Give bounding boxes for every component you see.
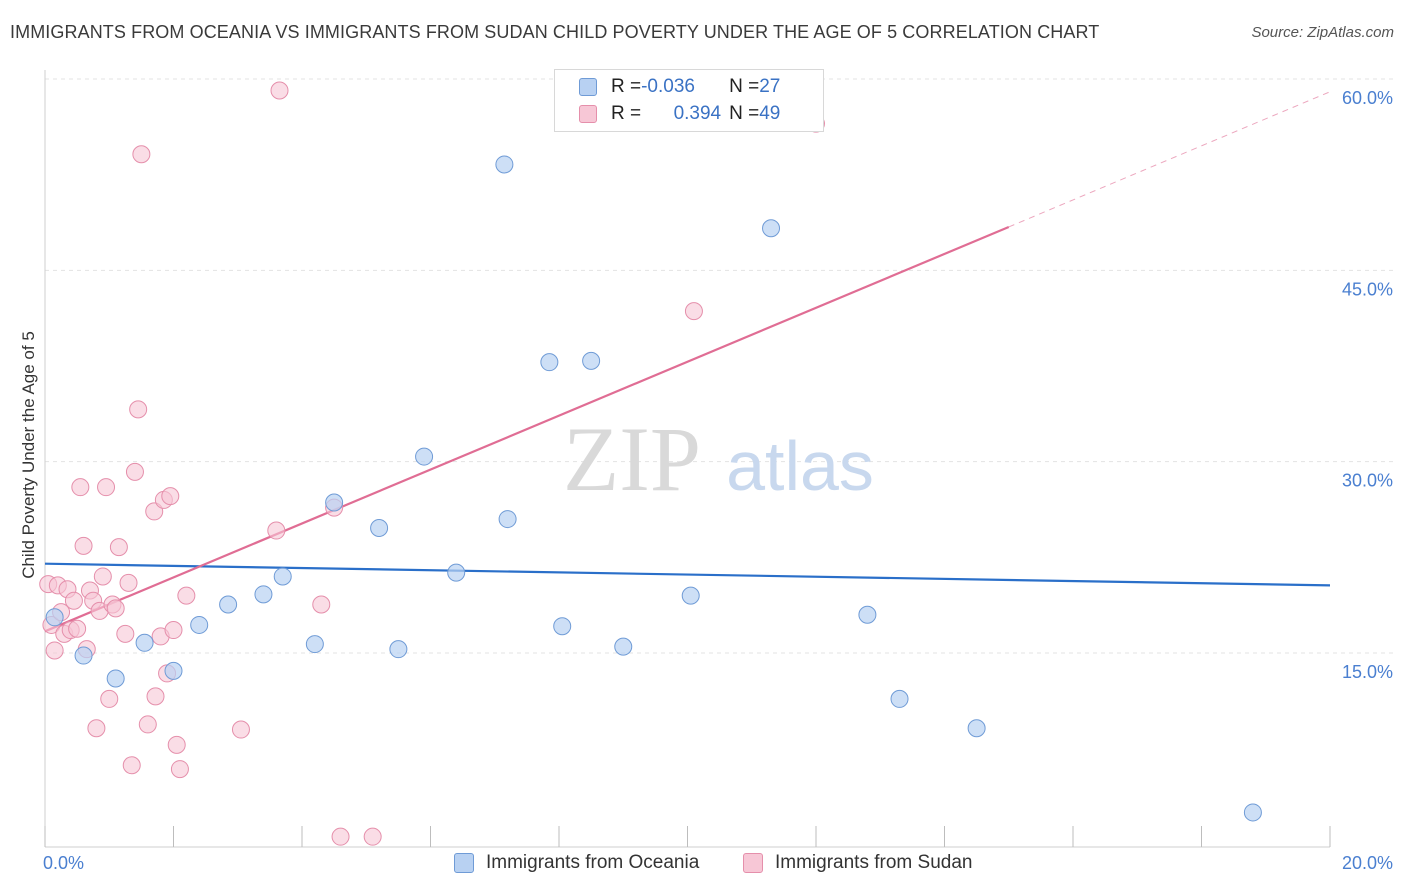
point-oceania [498, 510, 517, 529]
point-sudan [87, 719, 106, 738]
point-sudan [161, 487, 180, 506]
point-sudan [45, 641, 64, 660]
point-oceania [45, 608, 64, 627]
point-oceania [135, 633, 154, 652]
point-sudan [167, 735, 186, 754]
point-oceania [614, 637, 633, 656]
legend-n-label: N = [729, 103, 760, 124]
series-name-sudan: Immigrants from Sudan [775, 852, 973, 873]
point-sudan [68, 619, 87, 638]
point-oceania [495, 155, 514, 174]
point-oceania [553, 617, 572, 636]
point-oceania [681, 586, 700, 605]
point-sudan [100, 689, 119, 708]
legend-swatch-oceania [579, 78, 597, 96]
point-oceania [582, 351, 601, 370]
legend-row-oceania: R = -0.036 N = 27 [579, 74, 780, 100]
point-oceania [273, 567, 292, 586]
legend-r-label: R = [611, 103, 642, 124]
point-oceania [540, 353, 559, 372]
y-tick-label: 15.0% [1342, 662, 1393, 682]
source-credit: Source: ZipAtlas.com [1251, 24, 1394, 41]
point-sudan [109, 538, 128, 557]
point-oceania [415, 447, 434, 466]
point-oceania [164, 661, 183, 680]
point-oceania [762, 219, 781, 238]
point-sudan [93, 567, 112, 586]
point-sudan [116, 624, 135, 643]
point-oceania [1243, 803, 1262, 822]
point-oceania [219, 595, 238, 614]
point-sudan [146, 687, 165, 706]
tick-labels: 15.0% 30.0% 45.0% 60.0% 0.0% 20.0% [43, 88, 1393, 873]
trend-line-oceania [44, 562, 1331, 587]
chart-title: IMMIGRANTS FROM OCEANIA VS IMMIGRANTS FR… [10, 22, 1100, 42]
point-sudan [129, 400, 148, 419]
watermark: ZIP atlas [563, 408, 874, 510]
legend-swatch-sudan [579, 105, 597, 123]
point-oceania [447, 563, 466, 582]
point-sudan [97, 478, 116, 497]
point-oceania [389, 640, 408, 659]
point-sudan [267, 521, 286, 540]
point-sudan [138, 715, 157, 734]
point-sudan [64, 591, 83, 610]
point-sudan [125, 462, 144, 481]
series-swatch-sudan [743, 853, 763, 873]
point-oceania [967, 719, 986, 738]
point-sudan [312, 595, 331, 614]
legend-r-value-oceania: -0.036 [641, 76, 695, 97]
legend-n-label: N = [729, 76, 760, 97]
point-sudan [164, 621, 183, 640]
point-oceania [254, 585, 273, 604]
point-oceania [858, 605, 877, 624]
point-sudan [331, 827, 350, 846]
point-sudan [363, 827, 382, 846]
point-oceania [74, 646, 93, 665]
series-legend: Immigrants from Oceania Immigrants from … [0, 852, 1406, 878]
legend-n-value-oceania: 27 [759, 76, 781, 97]
point-sudan [170, 760, 189, 779]
legend-r-value-sudan: 0.394 [673, 103, 722, 124]
point-sudan [177, 586, 196, 605]
trend-lines [44, 91, 1331, 633]
watermark-atlas: atlas [726, 427, 874, 505]
series-legend-sudan: Immigrants from Sudan [743, 852, 972, 874]
y-tick-label: 30.0% [1342, 471, 1393, 491]
data-points [39, 81, 1262, 846]
x-tick-label: 0.0% [43, 853, 84, 873]
trend-line-sudan-extension [1008, 91, 1331, 228]
point-sudan [231, 720, 250, 739]
point-oceania [190, 615, 209, 634]
point-oceania [370, 518, 389, 537]
y-tick-label: 60.0% [1342, 88, 1393, 108]
point-sudan [145, 502, 164, 521]
point-oceania [106, 669, 125, 688]
legend-r-label: R = [611, 76, 642, 97]
point-sudan [119, 573, 138, 592]
point-sudan [684, 302, 703, 321]
series-name-oceania: Immigrants from Oceania [486, 852, 700, 873]
point-sudan [270, 81, 289, 100]
point-sudan [106, 599, 125, 618]
series-swatch-oceania [454, 853, 474, 873]
series-legend-oceania: Immigrants from Oceania [454, 852, 699, 874]
point-sudan [71, 478, 90, 497]
legend: R = -0.036 N = 27 R = 0.394 N = 49 [554, 69, 824, 132]
y-axis-label: Child Poverty Under the Age of 5 [19, 331, 38, 579]
y-tick-label: 45.0% [1342, 279, 1393, 299]
point-sudan [74, 536, 93, 555]
legend-row-sudan: R = 0.394 N = 49 [579, 101, 780, 127]
legend-n-value-sudan: 49 [759, 103, 781, 124]
trend-line-sudan [44, 225, 1010, 633]
watermark-zip: ZIP [563, 408, 701, 510]
point-oceania [325, 493, 344, 512]
axes [44, 70, 1331, 848]
x-tick-label: 20.0% [1342, 853, 1393, 873]
point-oceania [890, 689, 909, 708]
point-oceania [305, 635, 324, 654]
point-sudan [122, 756, 141, 775]
point-sudan [132, 145, 151, 164]
